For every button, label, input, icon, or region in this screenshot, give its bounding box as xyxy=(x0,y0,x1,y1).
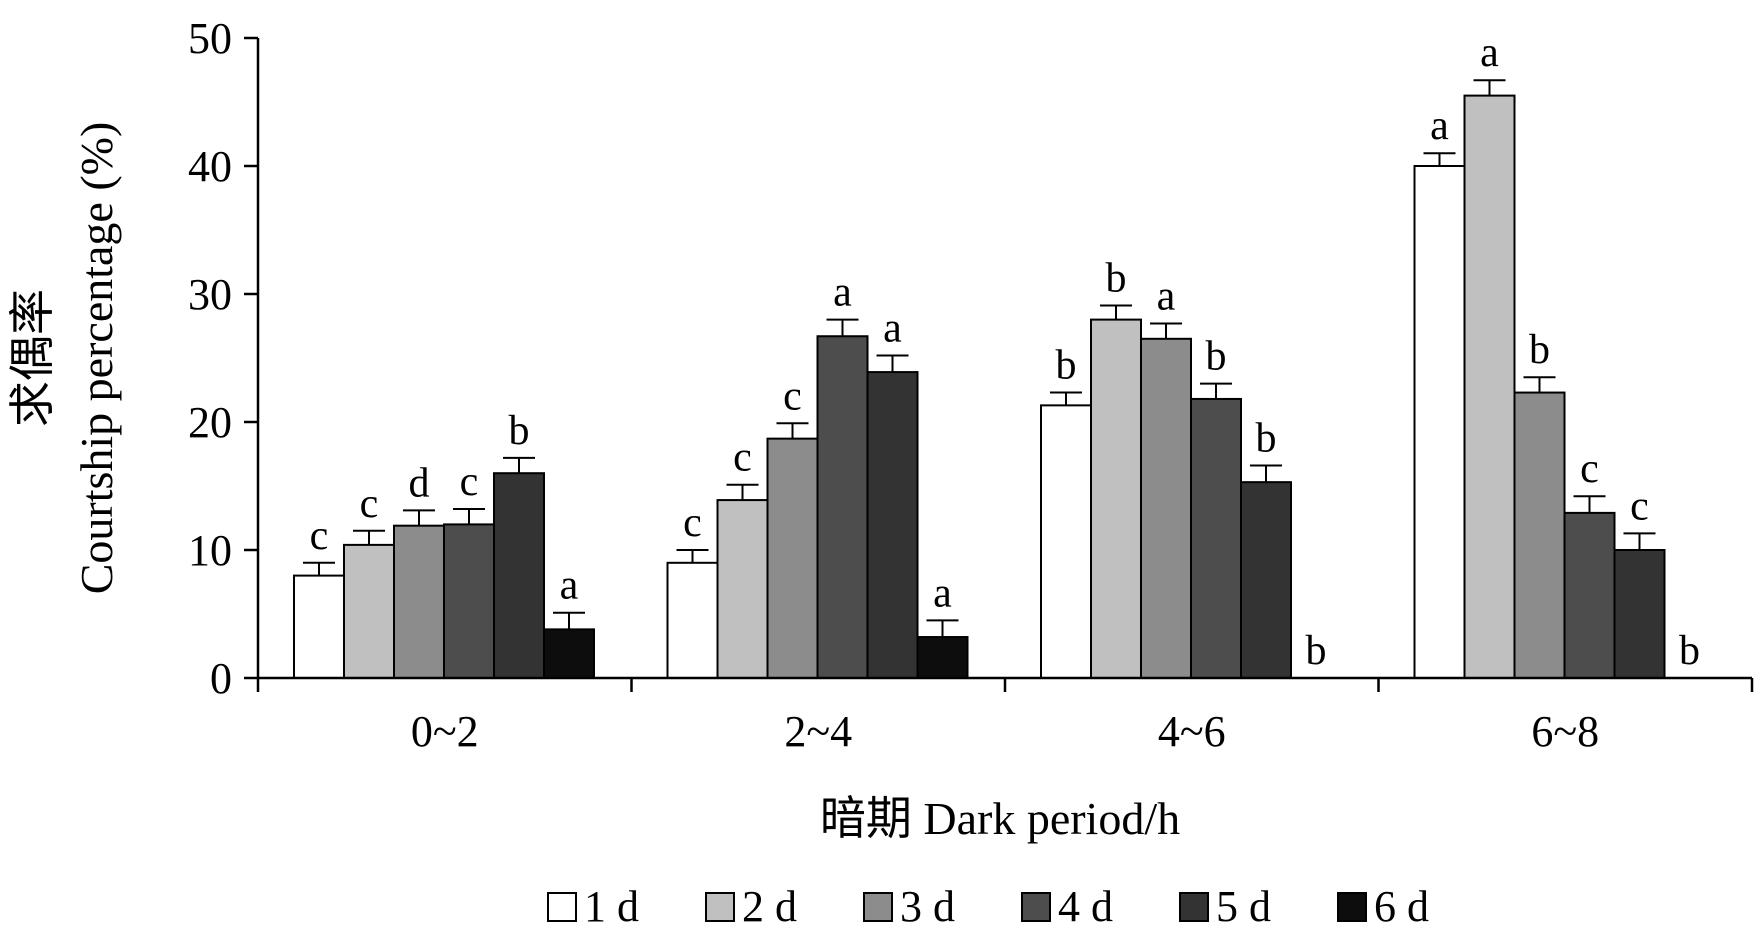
significance-label: d xyxy=(409,460,430,506)
bar-2~4-2d xyxy=(716,499,769,679)
significance-label: c xyxy=(460,459,479,505)
axis-titles: 求偶率 Courtship percentage (%) 暗期 Dark per… xyxy=(7,122,1180,844)
x-tick-label: 0~2 xyxy=(411,707,479,756)
significance-label: a xyxy=(1430,103,1449,149)
legend-label: 5 d xyxy=(1216,882,1271,931)
significance-label: c xyxy=(733,435,752,481)
bar-0~2-5d xyxy=(493,472,545,680)
significance-label: b xyxy=(1256,416,1277,462)
significance-label: c xyxy=(1630,483,1649,529)
legend-swatch-4d xyxy=(1021,892,1051,922)
significance-label: c xyxy=(310,513,329,559)
significance-label: c xyxy=(1580,446,1599,492)
significance-label: a xyxy=(560,563,579,609)
bar-0~2-3d xyxy=(393,524,445,679)
legend-swatch-6d xyxy=(1337,892,1367,922)
significance-label: b xyxy=(1306,628,1327,674)
legend-label: 1 d xyxy=(584,882,639,931)
significance-label: a xyxy=(883,305,902,351)
y-axis-title: Courtship percentage (%) xyxy=(71,122,122,595)
bar-2~4-5d xyxy=(866,371,919,679)
significance-label: c xyxy=(683,500,702,546)
bar-0~2-2d xyxy=(343,543,395,679)
y-tick-label: 0 xyxy=(210,654,232,703)
bar-2~4-3d xyxy=(766,437,819,680)
y-tick-label: 50 xyxy=(188,14,232,63)
y-tick-label: 10 xyxy=(188,526,232,575)
significance-label: a xyxy=(933,570,952,616)
x-tick-label: 4~6 xyxy=(1158,707,1226,756)
legend: 1 d 2 d 3 d 4 d 5 d 6 d xyxy=(547,882,1429,931)
legend-label: 2 d xyxy=(742,882,797,931)
significance-label: a xyxy=(1480,30,1499,76)
bar-6~8-4d xyxy=(1563,511,1616,679)
bar-4~6-3d xyxy=(1140,337,1192,679)
legend-swatch-2d xyxy=(705,892,735,922)
bar-4~6-5d xyxy=(1240,481,1292,679)
legend-label: 6 d xyxy=(1374,882,1429,931)
bar-6~8-2d xyxy=(1463,94,1516,680)
legend-swatch-1d xyxy=(547,892,577,922)
significance-label: b xyxy=(1206,334,1227,380)
y-tick-label: 20 xyxy=(188,398,232,447)
bar-0~2-1d xyxy=(293,574,345,679)
bar-6~8-5d xyxy=(1613,549,1666,679)
x-tick-label: 6~8 xyxy=(1531,707,1599,756)
bar-2~4-6d xyxy=(916,636,969,679)
significance-label: c xyxy=(360,481,379,527)
bar-4~6-2d xyxy=(1090,318,1142,679)
significance-label: b xyxy=(509,408,530,454)
significance-label: b xyxy=(1529,327,1550,373)
bar-4~6-1d xyxy=(1040,404,1092,679)
bar-0~2-6d xyxy=(543,628,595,679)
bar-4~6-4d xyxy=(1190,397,1242,679)
significance-label: a xyxy=(1157,273,1176,319)
y-tick-label: 40 xyxy=(188,142,232,191)
bar-6~8-3d xyxy=(1513,391,1566,679)
y-tick-label: 30 xyxy=(188,270,232,319)
significance-label: b xyxy=(1056,343,1077,389)
legend-swatch-3d xyxy=(863,892,893,922)
bar-6~8-1d xyxy=(1413,165,1466,679)
significance-label: b xyxy=(1106,256,1127,302)
significance-label: c xyxy=(783,373,802,419)
y-axis-title-chinese: 求偶率 xyxy=(7,289,58,427)
bar-2~4-1d xyxy=(666,561,719,679)
bar-2~4-4d xyxy=(816,335,869,679)
x-tick-label: 2~4 xyxy=(784,707,852,756)
bar-0~2-4d xyxy=(443,523,495,680)
x-axis-title: 暗期 Dark period/h xyxy=(820,793,1180,844)
legend-swatch-5d xyxy=(1179,892,1209,922)
legend-label: 4 d xyxy=(1058,882,1113,931)
significance-label: b xyxy=(1679,628,1700,674)
legend-label: 3 d xyxy=(900,882,955,931)
axes: 0 10 20 30 40 50 0~2 2~4 4~6 6~8 xyxy=(188,14,1754,756)
significance-label: a xyxy=(833,270,852,316)
